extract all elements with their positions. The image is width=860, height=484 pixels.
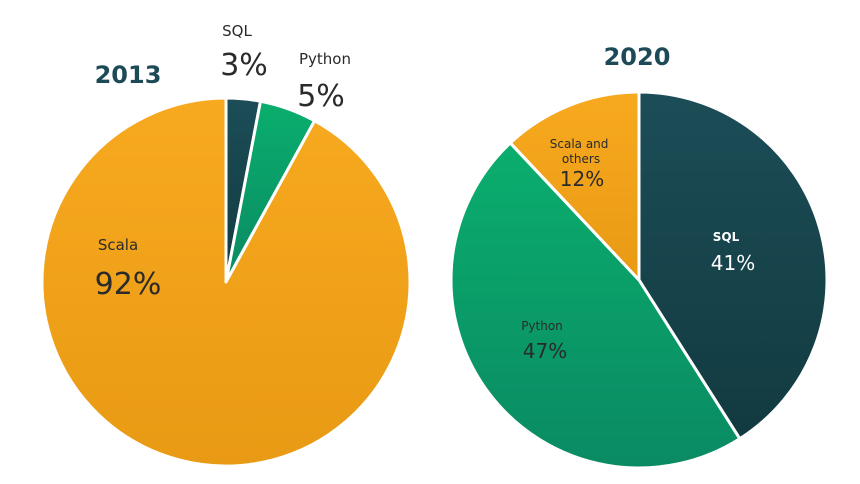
pie-slice-python-2020 xyxy=(449,141,742,470)
label-name-sql-2013: SQL xyxy=(222,22,252,40)
label-value-python-2020: 47% xyxy=(523,339,567,363)
pie-chart-2020: 2020 SQL 41% Python 47% Scala and others… xyxy=(449,43,829,470)
chart-title-2020: 2020 xyxy=(604,43,671,71)
label-value-sql-2013: 3% xyxy=(220,48,268,83)
label-name-scala-2020: Scala and others xyxy=(550,137,612,166)
label-value-sql-2020: 41% xyxy=(711,251,755,275)
slices-2013 xyxy=(40,96,412,468)
label-value-python-2013: 5% xyxy=(297,79,345,114)
label-name-scala-2013: Scala xyxy=(98,236,138,254)
slices-2020 xyxy=(449,90,829,470)
pie-slice-scala-and-others-2020 xyxy=(508,90,641,282)
label-name-python-2020: Python xyxy=(521,319,563,333)
pie-slice-scala-2013 xyxy=(40,96,412,468)
label-name-scala-2020-line2: others xyxy=(562,152,600,166)
label-name-sql-2020: SQL xyxy=(713,230,740,244)
label-value-scala-2020: 12% xyxy=(560,167,604,191)
chart-title-2013: 2013 xyxy=(95,61,162,89)
label-value-scala-2013: 92% xyxy=(95,267,162,302)
label-name-python-2013: Python xyxy=(299,50,351,68)
pie-chart-2013: 2013 SQL 3% Python 5% Scala 92% xyxy=(40,22,412,468)
label-name-scala-2020-line1: Scala and xyxy=(550,137,609,151)
